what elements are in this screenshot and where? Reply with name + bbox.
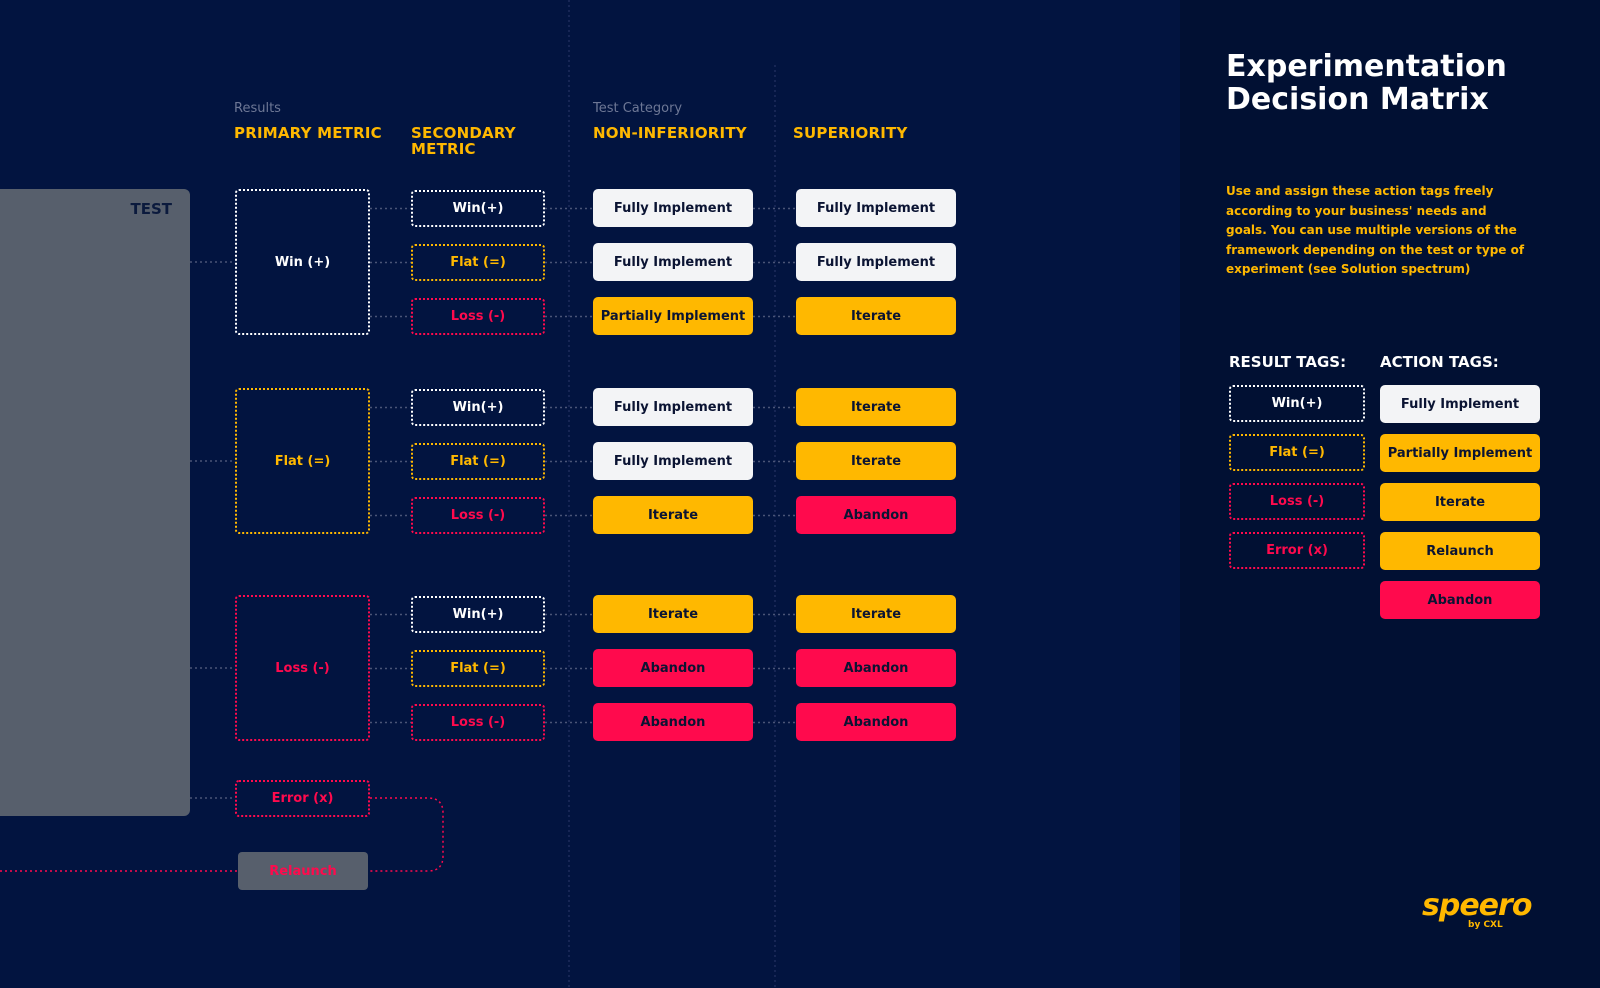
legend-result-tag: Error (x) [1229,532,1365,569]
secondary-result-tag: Flat (=) [411,244,545,281]
legend-action-tag: Fully Implement [1380,385,1540,423]
superiority-header: SUPERIORITY [793,124,908,142]
relaunch-loop-line [368,797,444,872]
non-inferiority-action-tag: Abandon [593,649,753,687]
speero-logo: speero [1422,888,1532,923]
secondary-result-tag: Flat (=) [411,650,545,687]
legend-result-tag: Loss (-) [1229,483,1365,520]
test-category-caption: Test Category [593,101,683,116]
primary-result-tag: Loss (-) [235,595,370,741]
non-inferiority-action-tag: Fully Implement [593,442,753,480]
test-label: TEST [130,200,172,218]
legend-result-tag: Flat (=) [1229,434,1365,471]
non-inferiority-action-tag: Iterate [593,595,753,633]
non-inferiority-action-tag: Fully Implement [593,189,753,227]
description-text: Use and assign these action tags freely … [1226,184,1525,276]
non-inferiority-action-tag: Partially Implement [593,297,753,335]
secondary-result-tag: Win(+) [411,596,545,633]
results-caption: Results [234,101,281,116]
secondary-result-tag: Win(+) [411,389,545,426]
secondary-result-tag: Loss (-) [411,704,545,741]
superiority-action-tag: Iterate [796,442,956,480]
superiority-action-tag: Abandon [796,649,956,687]
superiority-action-tag: Iterate [796,595,956,633]
legend-action-tag: Abandon [1380,581,1540,619]
non-inferiority-action-tag: Fully Implement [593,243,753,281]
legend-result-tag: Win(+) [1229,385,1365,422]
primary-result-tag: Flat (=) [235,388,370,534]
non-inferiority-action-tag: Abandon [593,703,753,741]
page-title: Experimentation Decision Matrix [1226,49,1507,117]
non-inferiority-action-tag: Fully Implement [593,388,753,426]
legend-action-tag: Iterate [1380,483,1540,521]
superiority-action-tag: Fully Implement [796,243,956,281]
superiority-action-tag: Fully Implement [796,189,956,227]
superiority-action-tag: Abandon [796,703,956,741]
secondary-metric-header: SECONDARY METRIC [411,124,516,158]
action-tags-header: ACTION TAGS: [1380,353,1499,371]
superiority-action-tag: Iterate [796,388,956,426]
primary-metric-header: PRIMARY METRIC [234,124,382,142]
legend-action-tag: Relaunch [1380,532,1540,570]
test-panel [0,189,190,816]
logo-byline: by CXL [1468,920,1503,930]
superiority-action-tag: Iterate [796,297,956,335]
secondary-result-tag: Loss (-) [411,497,545,534]
secondary-result-tag: Win(+) [411,190,545,227]
legend-action-tag: Partially Implement [1380,434,1540,472]
result-tags-header: RESULT TAGS: [1229,353,1347,371]
non-inferiority-header: NON-INFERIORITY [593,124,747,142]
error-result-tag: Error (x) [235,780,370,817]
secondary-result-tag: Loss (-) [411,298,545,335]
non-inferiority-action-tag: Iterate [593,496,753,534]
secondary-result-tag: Flat (=) [411,443,545,480]
superiority-action-tag: Abandon [796,496,956,534]
primary-result-tag: Win (+) [235,189,370,335]
relaunch-box: Relaunch [238,852,368,890]
